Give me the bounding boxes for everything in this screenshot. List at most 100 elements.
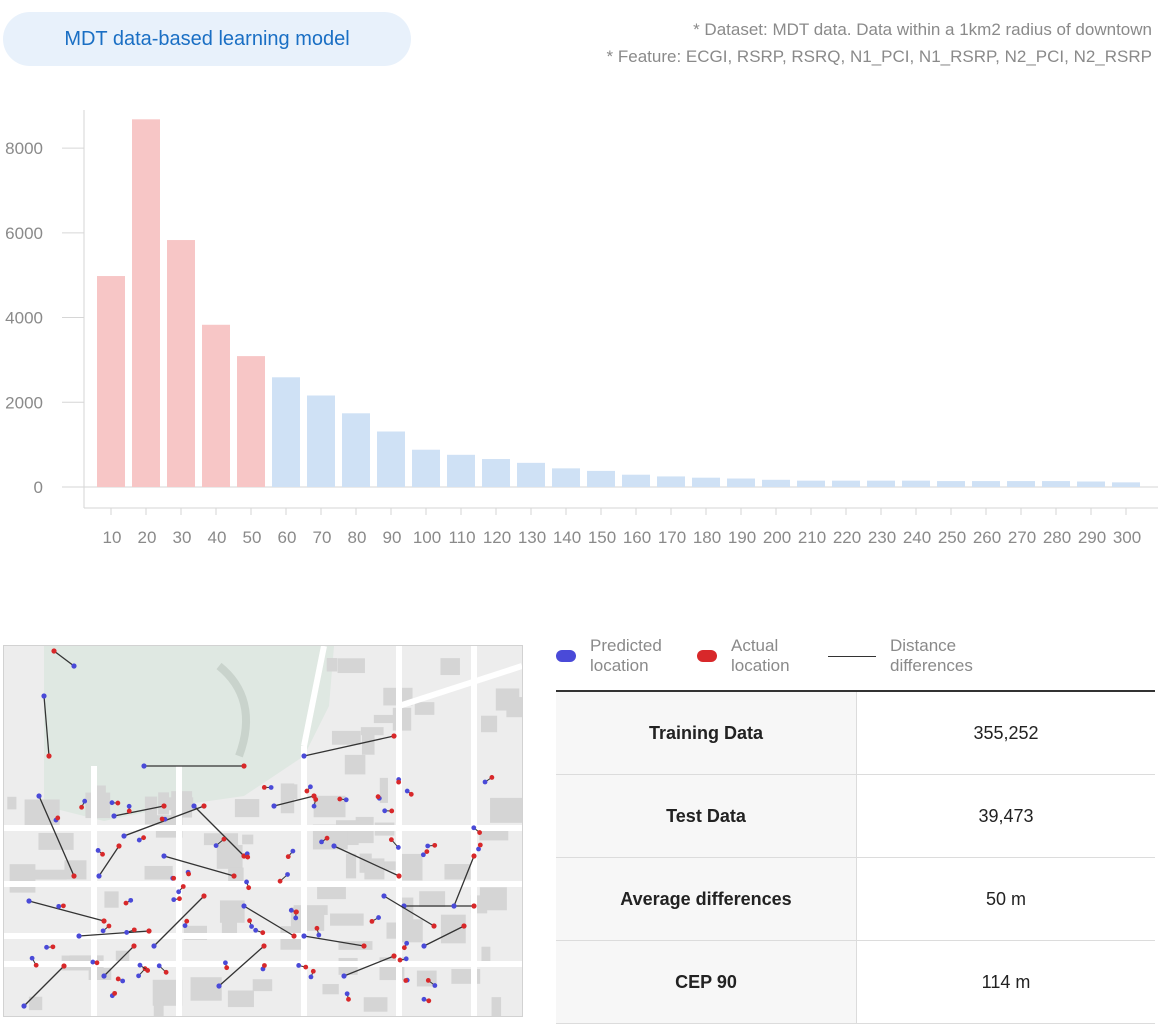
- location-map: [3, 645, 523, 1017]
- predicted-point: [96, 873, 101, 878]
- predicted-point: [96, 848, 101, 853]
- bar: [587, 471, 615, 487]
- actual-point: [426, 998, 431, 1003]
- actual-point: [261, 943, 266, 948]
- predicted-point: [253, 928, 258, 933]
- distance-line-icon: [828, 656, 876, 657]
- predicted-point: [319, 840, 324, 845]
- actual-point: [471, 903, 476, 908]
- actual-point: [112, 991, 117, 996]
- predicted-point: [76, 933, 81, 938]
- actual-point: [389, 837, 394, 842]
- stat-value: 39,473: [857, 775, 1156, 858]
- predicted-point: [285, 872, 290, 877]
- actual-point: [222, 837, 227, 842]
- actual-point: [260, 930, 265, 935]
- actual-point: [313, 797, 318, 802]
- actual-point: [100, 852, 105, 857]
- actual-point: [291, 933, 296, 938]
- actual-point: [391, 733, 396, 738]
- actual-point: [132, 927, 137, 932]
- actual-point: [145, 968, 150, 973]
- actual-point: [286, 854, 291, 859]
- table-row: Training Data 355,252: [556, 691, 1155, 775]
- x-tick-label: 20: [138, 528, 157, 547]
- bar: [762, 480, 790, 487]
- actual-point: [398, 958, 403, 963]
- predicted-point: [432, 983, 437, 988]
- predicted-point: [376, 915, 381, 920]
- predicted-point: [183, 923, 188, 928]
- x-tick-label: 280: [1043, 528, 1071, 547]
- bar: [237, 356, 265, 487]
- bar: [622, 475, 650, 487]
- actual-point: [325, 836, 330, 841]
- actual-point: [201, 893, 206, 898]
- bar: [832, 481, 860, 487]
- actual-point: [71, 873, 76, 878]
- bar: [202, 325, 230, 487]
- dataset-notes: * Dataset: MDT data. Data within a 1km2 …: [607, 16, 1152, 70]
- actual-point: [396, 873, 401, 878]
- actual-point: [161, 803, 166, 808]
- model-title-pill: MDT data-based learning model: [3, 12, 411, 66]
- legend-distance: Distance differences: [828, 636, 990, 676]
- actual-point: [241, 763, 246, 768]
- predicted-point: [127, 804, 132, 809]
- actual-point: [164, 970, 169, 975]
- bar: [167, 240, 195, 487]
- predicted-point: [241, 903, 246, 908]
- predicted-point: [90, 960, 95, 965]
- actual-point: [224, 965, 229, 970]
- predicted-point: [405, 789, 410, 794]
- actual-point: [389, 809, 394, 814]
- actual-point: [278, 879, 283, 884]
- predicted-point: [289, 908, 294, 913]
- actual-point: [95, 960, 100, 965]
- y-tick-label: 8000: [5, 139, 43, 158]
- x-tick-label: 30: [173, 528, 192, 547]
- x-tick-label: 200: [763, 528, 791, 547]
- x-tick-label: 260: [973, 528, 1001, 547]
- bar: [867, 481, 895, 487]
- predicted-point: [425, 844, 430, 849]
- legend-actual: Actual location: [697, 636, 807, 676]
- actual-point: [431, 923, 436, 928]
- bar: [1077, 481, 1105, 487]
- predicted-point: [138, 963, 143, 968]
- y-tick-label: 0: [34, 478, 43, 497]
- actual-point: [127, 809, 132, 814]
- actual-point: [146, 928, 151, 933]
- y-tick-label: 2000: [5, 393, 43, 412]
- predicted-point: [111, 813, 116, 818]
- actual-point: [402, 945, 407, 950]
- bar: [517, 463, 545, 487]
- actual-point: [245, 855, 250, 860]
- model-title: MDT data-based learning model: [64, 28, 349, 51]
- actual-point: [201, 803, 206, 808]
- x-tick-label: 40: [208, 528, 227, 547]
- x-tick-label: 110: [448, 528, 475, 547]
- x-tick-label: 150: [588, 528, 616, 547]
- actual-point: [107, 924, 112, 929]
- bar: [412, 450, 440, 487]
- predicted-point: [223, 960, 228, 965]
- stats-table: Training Data 355,252 Test Data 39,473 A…: [556, 690, 1155, 1024]
- x-tick-label: 190: [728, 528, 756, 547]
- bar: [447, 455, 475, 487]
- predicted-point: [36, 793, 41, 798]
- predicted-point: [381, 893, 386, 898]
- predicted-point: [44, 945, 49, 950]
- x-tick-label: 60: [278, 528, 297, 547]
- bar: [482, 459, 510, 487]
- actual-point: [477, 830, 482, 835]
- actual-point: [46, 753, 51, 758]
- x-tick-label: 90: [383, 528, 402, 547]
- actual-point: [262, 785, 267, 790]
- actual-point: [370, 919, 375, 924]
- predicted-point: [110, 800, 115, 805]
- actual-point: [262, 963, 267, 968]
- actual-point: [115, 801, 120, 806]
- predicted-point: [404, 956, 409, 961]
- actual-point: [478, 843, 483, 848]
